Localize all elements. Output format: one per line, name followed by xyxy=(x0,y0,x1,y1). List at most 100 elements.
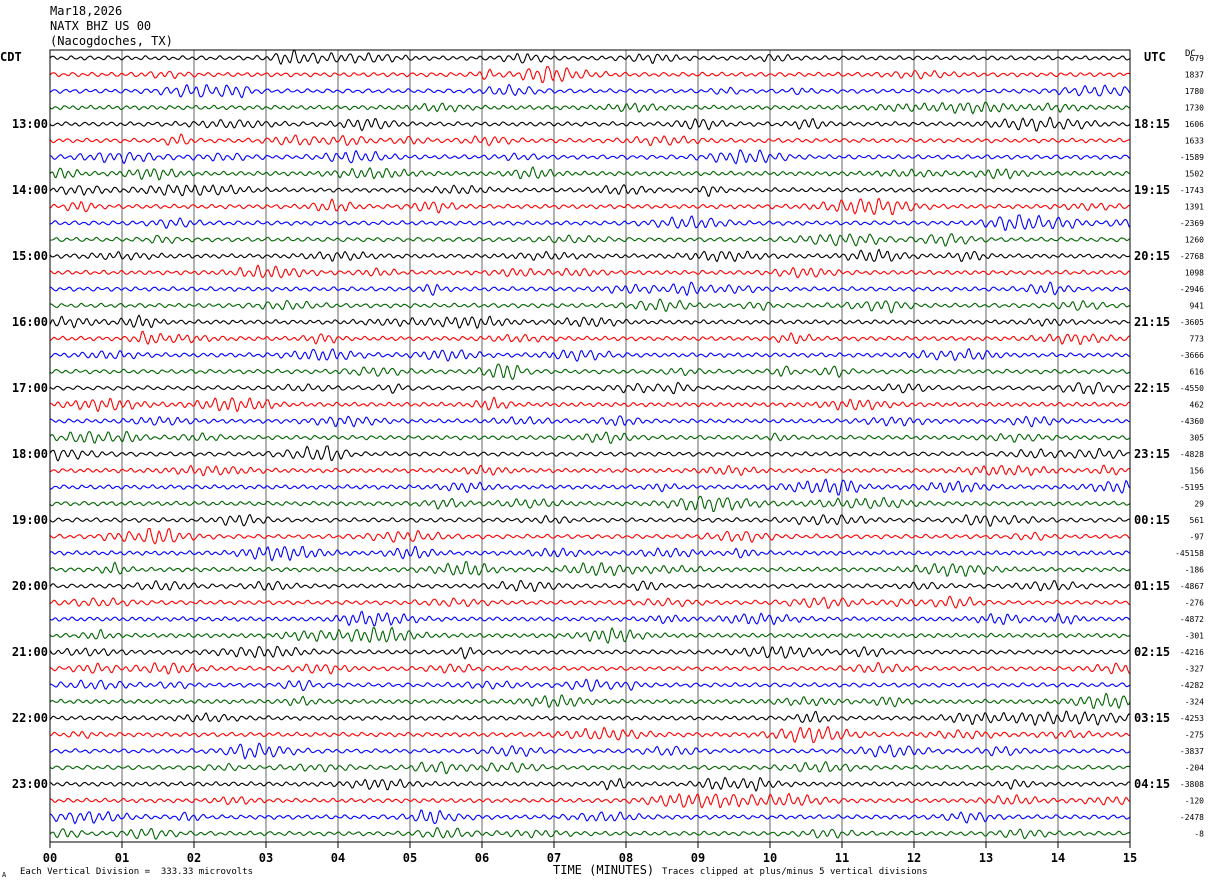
trace-line xyxy=(49,149,1131,165)
dc-offset-label: -301 xyxy=(1185,632,1204,641)
trace-line xyxy=(49,495,1131,513)
dc-offset-label: -275 xyxy=(1185,731,1204,740)
left-hour-label: 16:00 xyxy=(12,315,48,329)
right-hour-label: 22:15 xyxy=(1134,381,1170,395)
dc-offset-label: -120 xyxy=(1185,797,1204,806)
left-hour-label: 21:00 xyxy=(12,645,48,659)
trace-line xyxy=(49,678,1131,692)
left-hour-label: 19:00 xyxy=(12,513,48,527)
trace-line xyxy=(49,184,1131,197)
plot-frame xyxy=(49,49,1131,843)
x-tick-label: 11 xyxy=(835,851,849,865)
dc-offset-label: -3837 xyxy=(1180,747,1204,756)
trace-line xyxy=(49,610,1131,627)
dc-offset-label: 773 xyxy=(1190,335,1205,344)
x-axis-title: TIME (MINUTES) xyxy=(553,863,655,877)
right-hour-label: 18:15 xyxy=(1134,117,1170,131)
trace-line xyxy=(49,661,1131,675)
dc-offset-label: 679 xyxy=(1190,54,1205,63)
trace-line xyxy=(49,166,1131,181)
right-hour-label: 03:15 xyxy=(1134,711,1170,725)
right-hour-label: 01:15 xyxy=(1134,579,1170,593)
left-hour-label: 17:00 xyxy=(12,381,48,395)
trace-line xyxy=(49,281,1131,297)
dc-offset-label: -5195 xyxy=(1180,483,1204,492)
dc-offset-label: -3808 xyxy=(1180,780,1204,789)
x-tick-label: 07 xyxy=(547,851,561,865)
x-tick-label: 09 xyxy=(691,851,705,865)
x-tick-label: 04 xyxy=(331,851,345,865)
trace-line xyxy=(49,478,1131,496)
dc-offset-label: 305 xyxy=(1190,434,1205,443)
trace-line xyxy=(49,792,1131,809)
x-tick-label: 06 xyxy=(475,851,489,865)
dc-offset-label: 1098 xyxy=(1185,269,1204,278)
right-timezone: UTC xyxy=(1144,50,1166,64)
dc-offset-label: 1606 xyxy=(1185,120,1204,129)
dc-offset-label: -2369 xyxy=(1180,219,1204,228)
dc-offset-label: 1780 xyxy=(1185,87,1204,96)
trace-line xyxy=(49,298,1131,314)
trace-line xyxy=(49,626,1131,644)
dc-offset-label: -4216 xyxy=(1180,648,1204,657)
right-hour-labels: 18:15 19:15 20:15 21:15 22:15 23:15 00:15 01:15… xyxy=(1134,117,1170,791)
dc-offset-label: -1589 xyxy=(1180,153,1204,162)
trace-line xyxy=(49,645,1131,660)
right-hour-label: 21:15 xyxy=(1134,315,1170,329)
dc-offset-label: -2946 xyxy=(1180,285,1204,294)
right-hour-label: 04:15 xyxy=(1134,777,1170,791)
x-tick-label: 14 xyxy=(1051,851,1065,865)
dc-offset-label: -4360 xyxy=(1180,417,1204,426)
trace-line xyxy=(49,464,1131,477)
right-hour-label: 00:15 xyxy=(1134,513,1170,527)
dc-offset-label: 561 xyxy=(1190,516,1205,525)
dc-offset-label: 1391 xyxy=(1185,203,1204,212)
dc-offset-label: -4828 xyxy=(1180,450,1204,459)
trace-line xyxy=(49,314,1131,330)
trace-line xyxy=(49,214,1131,232)
trace-line xyxy=(49,545,1131,562)
trace-line xyxy=(49,809,1131,825)
trace-line xyxy=(49,826,1131,840)
dc-offset-label: -1743 xyxy=(1180,186,1204,195)
trace-line xyxy=(49,692,1131,710)
x-tick-label: 13 xyxy=(979,851,993,865)
right-hour-label: 20:15 xyxy=(1134,249,1170,263)
dc-offset-label: 941 xyxy=(1190,302,1205,311)
dc-offset-label: -186 xyxy=(1185,566,1204,575)
trace-line xyxy=(49,264,1131,279)
right-hour-label: 19:15 xyxy=(1134,183,1170,197)
left-hour-label: 14:00 xyxy=(12,183,48,197)
trace-line xyxy=(49,513,1131,528)
dc-offset-label: -97 xyxy=(1190,533,1205,542)
station-code: NATX BHZ US 00 xyxy=(50,19,152,33)
dc-offset-label: -4872 xyxy=(1180,615,1204,624)
trace-line xyxy=(49,233,1131,247)
x-tick-label: 05 xyxy=(403,851,417,865)
dc-offset-label: 29 xyxy=(1194,500,1204,509)
dc-offset-label: -4282 xyxy=(1180,681,1204,690)
left-timezone: CDT xyxy=(0,50,22,64)
dc-offset-label: -276 xyxy=(1185,599,1204,608)
dc-offset-label: -204 xyxy=(1185,764,1204,773)
trace-line xyxy=(49,49,1131,66)
dc-offset-label: -2478 xyxy=(1180,813,1204,822)
left-hour-label: 20:00 xyxy=(12,579,48,593)
plot-date: Mar18,2026 xyxy=(50,4,123,18)
trace-line xyxy=(49,197,1131,216)
trace-line xyxy=(49,415,1131,428)
trace-line xyxy=(49,116,1131,132)
left-hour-label: 15:00 xyxy=(12,249,48,263)
x-tick-label: 08 xyxy=(619,851,633,865)
trace-line xyxy=(49,248,1131,263)
trace-line xyxy=(49,381,1131,395)
left-hour-label: 22:00 xyxy=(12,711,48,725)
trace-line xyxy=(49,430,1131,445)
x-tick-label: 00 xyxy=(43,851,57,865)
corner-mark: A xyxy=(2,871,7,879)
dc-label: DC xyxy=(1185,49,1196,59)
minute-grid xyxy=(121,50,1059,842)
x-tick-label: 03 xyxy=(259,851,273,865)
trace-line xyxy=(49,742,1131,760)
trace-line xyxy=(49,560,1131,578)
